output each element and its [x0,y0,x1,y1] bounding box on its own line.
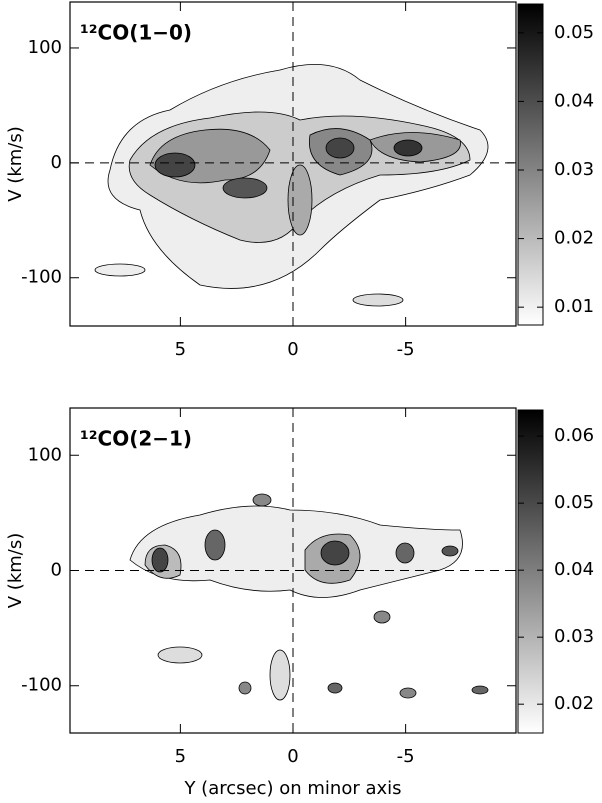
colorbar-tick-label: 0.01 [554,296,594,317]
colorbar-tick-label: 0.05 [554,22,594,43]
y-axis-label: V (km/s) [5,533,26,608]
y-tick-label: 0 [51,560,62,581]
y-tick-label: -100 [21,675,62,696]
x-tick-label: 0 [287,746,298,767]
colorbar-tick-label: 0.02 [554,693,594,714]
y-tick-label: 100 [28,444,62,465]
y-tick-label: -100 [21,267,62,288]
colorbar-tick-label: 0.03 [554,626,594,647]
intensity-map [129,493,489,701]
y-tick-label: 0 [51,152,62,173]
colorbar-tick-label: 0.04 [554,559,594,580]
panel-title: ¹²CO(1−0) [80,21,192,45]
colorbar [517,409,544,734]
colorbar-tick-label: 0.03 [554,159,594,180]
colorbar [517,3,544,326]
panel-title: ¹²CO(2−1) [80,427,192,451]
y-tick-label: 100 [28,37,62,58]
colorbar-tick-label: 0.06 [554,425,594,446]
colorbar-tick-label: 0.04 [554,90,594,111]
colorbar-tick-label: 0.02 [554,228,594,249]
x-tick-label: 5 [175,339,186,360]
x-axis-label: Y (arcsec) on minor axis [183,778,401,799]
colorbar-tick-label: 0.05 [554,492,594,513]
x-tick-label: 0 [287,339,298,360]
x-tick-label: -5 [397,339,415,360]
x-tick-label: 5 [175,746,186,767]
intensity-map [94,64,489,307]
y-axis-label: V (km/s) [5,126,26,201]
x-tick-label: -5 [397,746,415,767]
